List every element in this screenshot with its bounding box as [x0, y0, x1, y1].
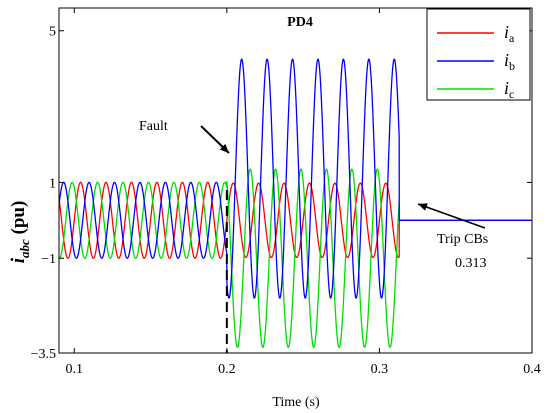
y-tick-label: 5 — [49, 25, 56, 40]
x-tick-label: 0.4 — [523, 362, 541, 377]
y-axis-label-main: i — [8, 257, 29, 263]
legend: ia ib ic — [426, 8, 531, 101]
series-layer — [59, 58, 532, 348]
trip-annotation-label: Trip CBs — [437, 232, 488, 247]
legend-sub-c: c — [509, 87, 514, 101]
y-tick-label: −1 — [41, 252, 56, 267]
legend-sub-b: b — [509, 59, 515, 73]
fault-arrow — [200, 125, 230, 154]
trip-annotation: Trip CBs 0.313 — [417, 203, 488, 271]
legend-box — [426, 8, 531, 101]
x-tick-label: 0.3 — [371, 362, 389, 377]
y-tick-label: −3.5 — [31, 347, 56, 362]
y-axis-label-subscript: abc — [17, 239, 32, 258]
y-axis-label: iabc (pu) — [8, 201, 32, 264]
x-tick-label: 0.2 — [218, 362, 236, 377]
legend-label-c: ic — [504, 78, 514, 101]
legend-label-b: ib — [504, 50, 515, 73]
x-tick-label: 0.1 — [66, 362, 84, 377]
legend-sub-a: a — [509, 31, 515, 45]
legend-label-a: ia — [504, 22, 515, 45]
trip-annotation-time: 0.313 — [455, 256, 487, 271]
trip-arrow — [417, 203, 486, 229]
y-tick-label: 1 — [49, 176, 56, 191]
chart-title: PD4 — [287, 15, 313, 30]
fault-annotation-label: Fault — [139, 119, 168, 134]
fault-annotation: Fault — [139, 119, 230, 154]
axis-ticks: 0.1 0.2 0.3 0.4 −3.5 −1 1 5 — [31, 8, 541, 377]
plot-area-frame — [58, 7, 533, 354]
y-axis-label-unit: (pu) — [8, 201, 29, 240]
x-axis-label: Time (s) — [272, 395, 320, 410]
series-line-b — [59, 58, 532, 299]
